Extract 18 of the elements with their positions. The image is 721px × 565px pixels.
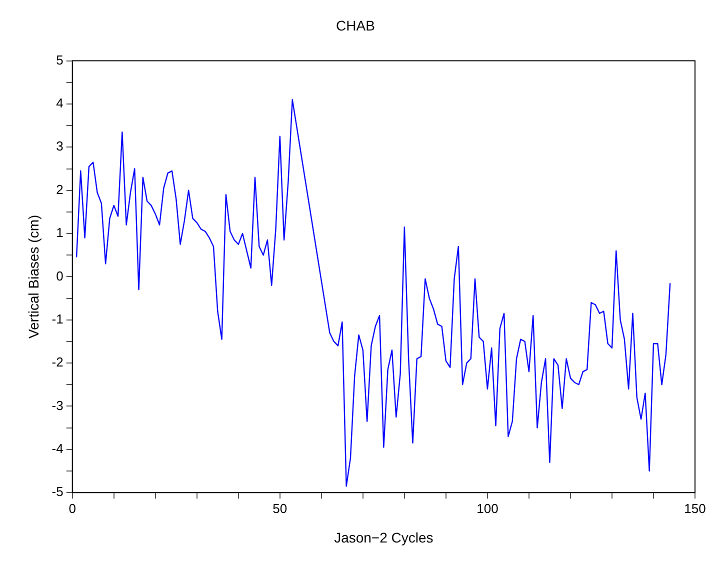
- y-tick-label: 3: [56, 138, 64, 154]
- y-tick-label: -5: [52, 484, 64, 500]
- y-tick-label: 4: [56, 96, 64, 111]
- x-tick-label: 50: [272, 500, 288, 516]
- y-axis-title: Vertical Biases (cm): [25, 214, 42, 339]
- y-tick-label: 2: [56, 182, 64, 197]
- y-tick-label: 5: [56, 52, 64, 68]
- y-tick-label: 0: [56, 268, 64, 284]
- x-axis-title: Jason−2 Cycles: [334, 529, 434, 546]
- y-tick-label: -4: [52, 441, 64, 456]
- chart-title: CHAB: [336, 17, 375, 34]
- y-tick-label: -3: [52, 398, 64, 413]
- x-tick-label: 100: [476, 500, 498, 516]
- y-tick-label: 1: [56, 225, 64, 240]
- y-tick-label: -1: [52, 311, 64, 326]
- x-tick-label: 150: [684, 500, 706, 516]
- x-tick-label: 0: [68, 500, 76, 516]
- y-tick-label: -2: [52, 354, 64, 370]
